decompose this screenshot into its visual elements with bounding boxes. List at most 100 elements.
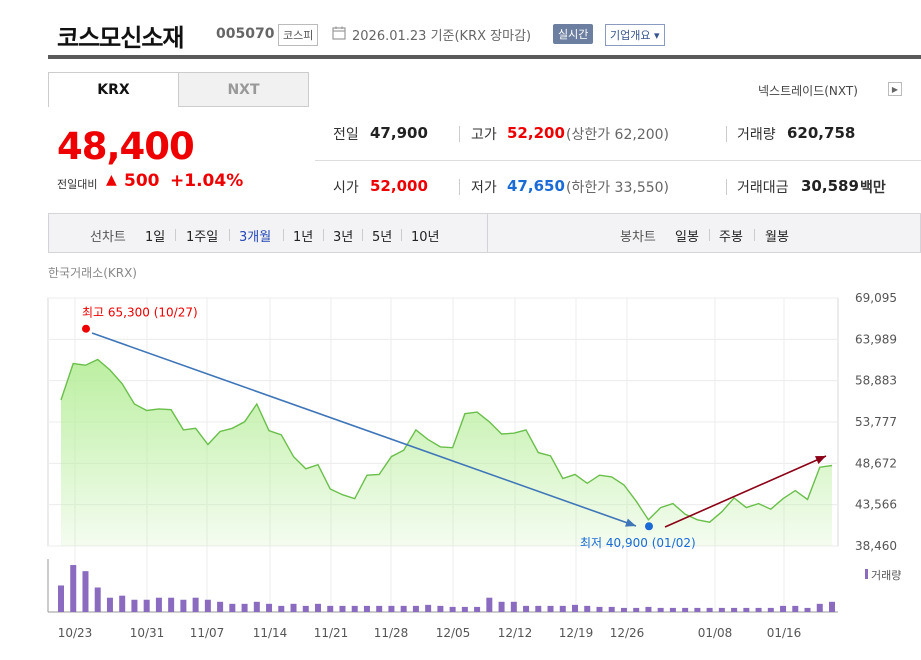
volume-bar	[327, 605, 334, 612]
tab-nxt[interactable]: NXT	[178, 72, 309, 107]
x-tick-label: 01/08	[698, 626, 733, 640]
price-line	[60, 358, 833, 523]
trade-value-unit: 백만	[860, 180, 886, 196]
volume-bar	[816, 603, 823, 612]
volume-bar	[498, 601, 505, 612]
volume-bar	[718, 607, 725, 612]
volume-bar	[620, 607, 627, 612]
volume-bar	[376, 605, 383, 612]
calendar-icon	[332, 26, 346, 40]
x-tick-label: 11/07	[190, 626, 225, 640]
nxt-rate-link[interactable]: 넥스트레이드(NXT)	[758, 84, 858, 98]
high-annotation: 최고 65,300 (10/27)	[82, 306, 198, 320]
stock-header: 코스모신소재 005070 코스피 2026.01.23 기준(KRX 장마감)…	[0, 0, 921, 62]
volume-bar	[694, 607, 701, 612]
price-chart[interactable]: 69,095 63,989 58,883 53,777 48,672 43,566 38,4…	[0, 280, 921, 660]
volume-bar	[657, 607, 664, 612]
up-triangle-icon: ▲	[106, 172, 117, 188]
volume-bar	[669, 607, 676, 612]
x-tick-label: 11/14	[253, 626, 288, 640]
volume-bar	[131, 599, 138, 612]
trend-up-arrow-head	[815, 456, 826, 465]
chart-period-bar	[48, 213, 921, 253]
period-1y[interactable]: 1년	[293, 230, 314, 245]
period-separator	[229, 229, 230, 241]
low-marker	[645, 522, 653, 531]
period-1w[interactable]: 1주일	[186, 230, 219, 245]
candle-weekly[interactable]: 주봉	[719, 230, 743, 245]
candle-monthly[interactable]: 월봉	[765, 230, 789, 245]
trade-value: 30,589	[801, 177, 859, 195]
candle-daily[interactable]: 일봉	[675, 230, 699, 245]
x-tick-label: 01/16	[767, 626, 802, 640]
low-value: 47,650	[507, 177, 565, 195]
nxt-rate-arrow-icon[interactable]: ▶	[888, 82, 902, 96]
volume-bar	[180, 599, 187, 612]
volume-bar	[535, 605, 542, 612]
period-separator	[401, 229, 402, 241]
quote-separator	[726, 179, 727, 195]
volume-bar	[523, 605, 530, 612]
volume-bar	[400, 605, 407, 612]
price-area	[61, 359, 832, 546]
low-label: 저가	[471, 180, 497, 196]
volume-bar	[266, 603, 273, 612]
volume-bar	[70, 565, 77, 612]
open-label: 시가	[333, 180, 359, 196]
header-divider	[48, 55, 921, 59]
volume-legend-swatch	[865, 569, 868, 579]
period-5y[interactable]: 5년	[372, 230, 393, 245]
high-label: 고가	[471, 127, 497, 143]
trend-down-arrow-head	[625, 518, 636, 527]
trend-up-arrow	[664, 455, 827, 528]
x-tick-label: 11/21	[314, 626, 349, 640]
period-separator	[323, 229, 324, 241]
volume-bar	[706, 607, 713, 612]
volume-value: 620,758	[787, 124, 856, 142]
prev-close-value: 47,900	[370, 124, 428, 142]
x-tick-label: 11/28	[374, 626, 409, 640]
volume-bar	[388, 605, 395, 612]
low-annotation: 최저 40,900 (01/02)	[580, 536, 696, 550]
y-tick-label: 38,460	[855, 539, 897, 553]
period-1d[interactable]: 1일	[145, 230, 166, 245]
x-tick-label: 12/19	[559, 626, 594, 640]
volume-bar	[731, 607, 738, 612]
volume-bar	[608, 606, 615, 612]
volume-bar	[461, 606, 468, 612]
volume-bar	[217, 601, 224, 612]
volume-bar	[559, 605, 566, 612]
volume-bar	[58, 585, 64, 612]
period-separator	[283, 229, 284, 241]
change-value: 500	[124, 171, 160, 191]
volume-bar	[437, 605, 444, 612]
volume-bar	[780, 605, 787, 612]
y-tick-label: 69,095	[855, 291, 897, 305]
realtime-button[interactable]: 실시간	[553, 24, 594, 44]
volume-bar	[596, 606, 603, 612]
quote-separator	[726, 126, 727, 142]
volume-bar	[584, 605, 591, 612]
period-3m[interactable]: 3개월	[239, 230, 272, 245]
volume-bar	[363, 605, 370, 612]
volume-bar	[119, 595, 126, 612]
y-tick-label: 48,672	[855, 456, 897, 470]
y-tick-label: 53,777	[855, 415, 897, 429]
company-overview-button[interactable]: 기업개요 ▾	[605, 24, 665, 46]
volume-label: 거래량	[737, 127, 776, 143]
tab-krx[interactable]: KRX	[48, 72, 179, 107]
volume-bar	[425, 604, 432, 612]
volume-bar	[94, 587, 101, 612]
current-price: 48,400	[57, 125, 195, 168]
change-rate: +1.04%	[170, 171, 244, 191]
period-3y[interactable]: 3년	[333, 230, 354, 245]
volume-bar	[755, 607, 762, 612]
y-tick-label: 43,566	[855, 498, 897, 512]
volume-bar	[229, 603, 236, 612]
volume-bar	[572, 604, 578, 612]
x-tick-label: 10/23	[58, 626, 93, 640]
volume-bar	[449, 606, 456, 612]
volume-bar	[204, 599, 211, 612]
period-10y[interactable]: 10년	[411, 230, 440, 245]
period-separator	[362, 229, 363, 241]
